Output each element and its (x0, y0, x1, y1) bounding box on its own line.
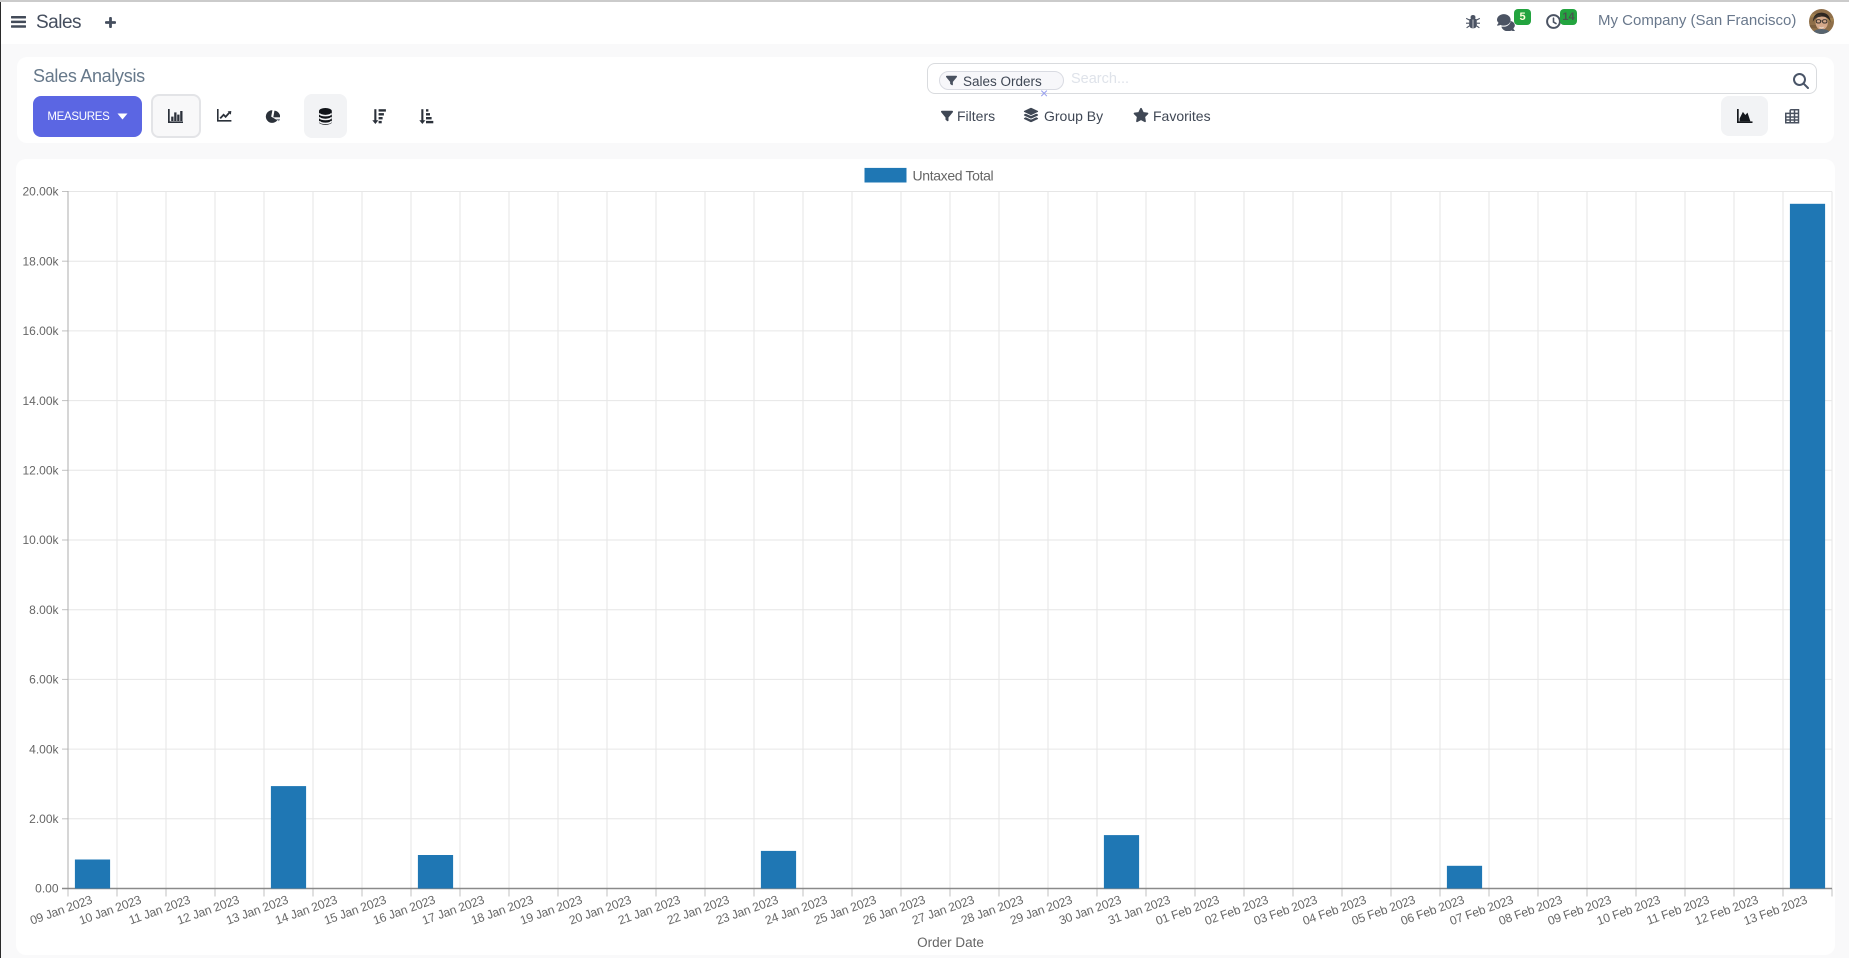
svg-text:4.00k: 4.00k (29, 742, 59, 756)
svg-text:6.00k: 6.00k (29, 672, 59, 686)
svg-text:16.00k: 16.00k (22, 324, 59, 338)
svg-text:10.00k: 10.00k (22, 533, 59, 547)
svg-text:20.00k: 20.00k (22, 184, 59, 198)
svg-text:0.00: 0.00 (35, 881, 59, 895)
svg-text:8.00k: 8.00k (29, 602, 59, 616)
svg-text:Untaxed Total: Untaxed Total (912, 167, 993, 183)
svg-text:Order Date: Order Date (917, 935, 984, 950)
svg-text:18.00k: 18.00k (22, 254, 59, 268)
svg-text:2.00k: 2.00k (29, 812, 59, 826)
svg-text:12.00k: 12.00k (22, 463, 59, 477)
svg-text:14.00k: 14.00k (22, 393, 59, 407)
